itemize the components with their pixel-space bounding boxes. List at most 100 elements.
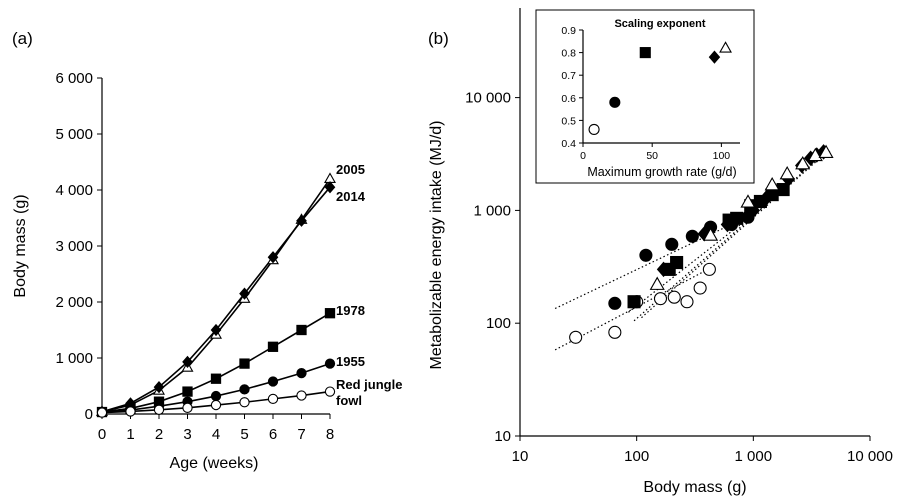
panel-a-x-ticks: 0 1 2 3 4 5 6 7 8	[98, 414, 334, 443]
panel-a-y-tick-label: 4 000	[55, 182, 93, 199]
panel-a-x-tick-label: 1	[126, 426, 134, 443]
data-point-1978	[182, 386, 193, 397]
inset-x-tick-label: 0	[580, 150, 586, 162]
data-point-diamond-filled	[759, 189, 774, 206]
data-point-red-jungle-fowl	[182, 402, 193, 413]
panel-b-x-tick-label: 10 000	[847, 448, 893, 465]
data-point-diamond-filled	[720, 216, 735, 233]
data-point-triangle-open	[807, 147, 823, 162]
data-point-triangle-open	[795, 155, 811, 170]
fit-line	[554, 213, 754, 310]
panel-b-data-points	[569, 144, 834, 344]
inset-frame	[535, 9, 755, 184]
panel-a: (a) 0 1 000 2 000 3 000 4 000 5 000 6 000 0 1 2 3…	[12, 29, 402, 472]
inset-x-tick-label: 50	[646, 150, 658, 162]
panel-b-x-tick-label: 1 000	[735, 448, 773, 465]
panel-a-x-axis-label: Age (weeks)	[170, 455, 259, 472]
data-point-red-jungle-fowl	[239, 397, 250, 408]
panel-a-x-tick-label: 7	[297, 426, 305, 443]
panel-a-y-ticks: 0 1 000 2 000 3 000 4 000 5 000 6 000	[55, 70, 102, 423]
inset-title: Scaling exponent	[614, 18, 705, 30]
data-point-circle-open	[667, 290, 681, 304]
series-label-red-jungle-fowl-line2: fowl	[336, 393, 362, 408]
data-point-triangle-open	[649, 276, 665, 290]
data-point-circle-open	[608, 325, 622, 339]
panel-b: (b) 10 100 1 000 10 000 10 100 1 000 10 000 Bo…	[428, 8, 893, 496]
data-point-square-filled	[670, 255, 684, 270]
series-label-2014: 2014	[336, 189, 366, 204]
data-point-square-filled	[730, 211, 744, 225]
inset-x-tick-label: 100	[713, 150, 731, 162]
panel-a-x-tick-label: 0	[98, 426, 106, 443]
panel-b-label: (b)	[428, 29, 449, 48]
data-point-1955	[324, 358, 336, 369]
data-point-2014	[153, 380, 165, 394]
panel-a-x-tick-label: 5	[240, 426, 248, 443]
data-point-red-jungle-fowl	[125, 406, 136, 417]
panel-b-y-tick-label: 1 000	[473, 202, 511, 219]
series-label-1978: 1978	[336, 303, 365, 318]
panel-a-y-tick-label: 1 000	[55, 350, 93, 367]
data-point-circle-filled	[665, 237, 679, 251]
panel-a-label: (a)	[12, 29, 33, 48]
data-point-2014	[324, 181, 336, 194]
data-point-2014	[182, 355, 193, 369]
panel-a-x-tick-label: 6	[269, 426, 277, 443]
data-point-1955	[296, 367, 307, 379]
panel-a-y-axis-label: Body mass (g)	[12, 194, 29, 297]
series-label-red-jungle-fowl: Red jungle	[336, 377, 402, 392]
inset-y-tick-label: 0.7	[561, 70, 576, 82]
series-label-1955: 1955	[336, 354, 365, 369]
panel-a-series-markers	[95, 172, 337, 418]
panel-b-x-ticks: 10 100 1 000 10 000	[512, 436, 893, 465]
data-point-circle-open	[693, 281, 707, 295]
inset-point-square-filled	[639, 47, 651, 59]
data-point-1978	[296, 324, 307, 336]
data-point-diamond-filled	[656, 261, 671, 278]
data-point-1978	[267, 341, 279, 352]
data-point-red-jungle-fowl	[296, 390, 307, 401]
data-point-circle-filled	[685, 229, 699, 243]
panel-a-y-tick-label: 0	[85, 406, 93, 423]
data-point-1978	[239, 358, 250, 369]
data-point-circle-open	[702, 262, 716, 276]
fit-line	[628, 188, 787, 313]
data-point-red-jungle-fowl	[153, 404, 165, 415]
inset-point-circle-open	[588, 123, 600, 135]
panel-b-x-axis-label: Body mass (g)	[643, 479, 746, 496]
data-point-triangle-open	[818, 144, 834, 159]
inset-y-tick-label: 0.6	[561, 93, 576, 105]
panel-a-x-tick-label: 4	[212, 426, 220, 443]
panel-b-y-ticks: 10 100 1 000 10 000	[465, 90, 520, 445]
panel-b-y-tick-label: 10 000	[465, 90, 511, 107]
inset-y-tick-label: 0.4	[561, 138, 576, 150]
data-point-2014	[267, 251, 279, 264]
data-point-1955	[239, 384, 250, 395]
panel-a-x-tick-label: 3	[183, 426, 191, 443]
panel-b-y-tick-label: 100	[486, 315, 511, 332]
data-point-1978	[324, 308, 336, 319]
inset-point-triangle-open	[719, 41, 732, 53]
panel-b-y-tick-label: 10	[494, 428, 511, 445]
inset-x-axis-label: Maximum growth rate (g/d)	[587, 165, 736, 179]
inset-y-tick-label: 0.9	[561, 25, 576, 37]
inset-data-points	[588, 41, 732, 135]
data-point-circle-open	[569, 330, 583, 344]
panel-b-x-tick-label: 100	[624, 448, 649, 465]
inset-point-diamond-filled	[708, 50, 721, 64]
panel-a-x-tick-label: 8	[326, 426, 334, 443]
data-point-red-jungle-fowl	[324, 386, 336, 397]
data-point-square-filled	[627, 295, 641, 309]
data-point-triangle-open	[740, 194, 756, 208]
inset-y-tick-label: 0.8	[561, 48, 576, 60]
series-label-2005: 2005	[336, 162, 365, 177]
data-point-2014	[296, 214, 307, 227]
data-point-red-jungle-fowl	[267, 393, 279, 405]
inset-y-tick-label: 0.5	[561, 115, 576, 127]
panel-b-y-axis-label: Metabolizable energy intake (MJ/d)	[428, 120, 445, 369]
panel-b-x-tick-label: 10	[512, 448, 529, 465]
data-point-1955	[210, 390, 222, 402]
inset-y-ticks: 0.4 0.5 0.6 0.7 0.8 0.9	[561, 25, 583, 150]
data-point-red-jungle-fowl	[96, 407, 108, 418]
